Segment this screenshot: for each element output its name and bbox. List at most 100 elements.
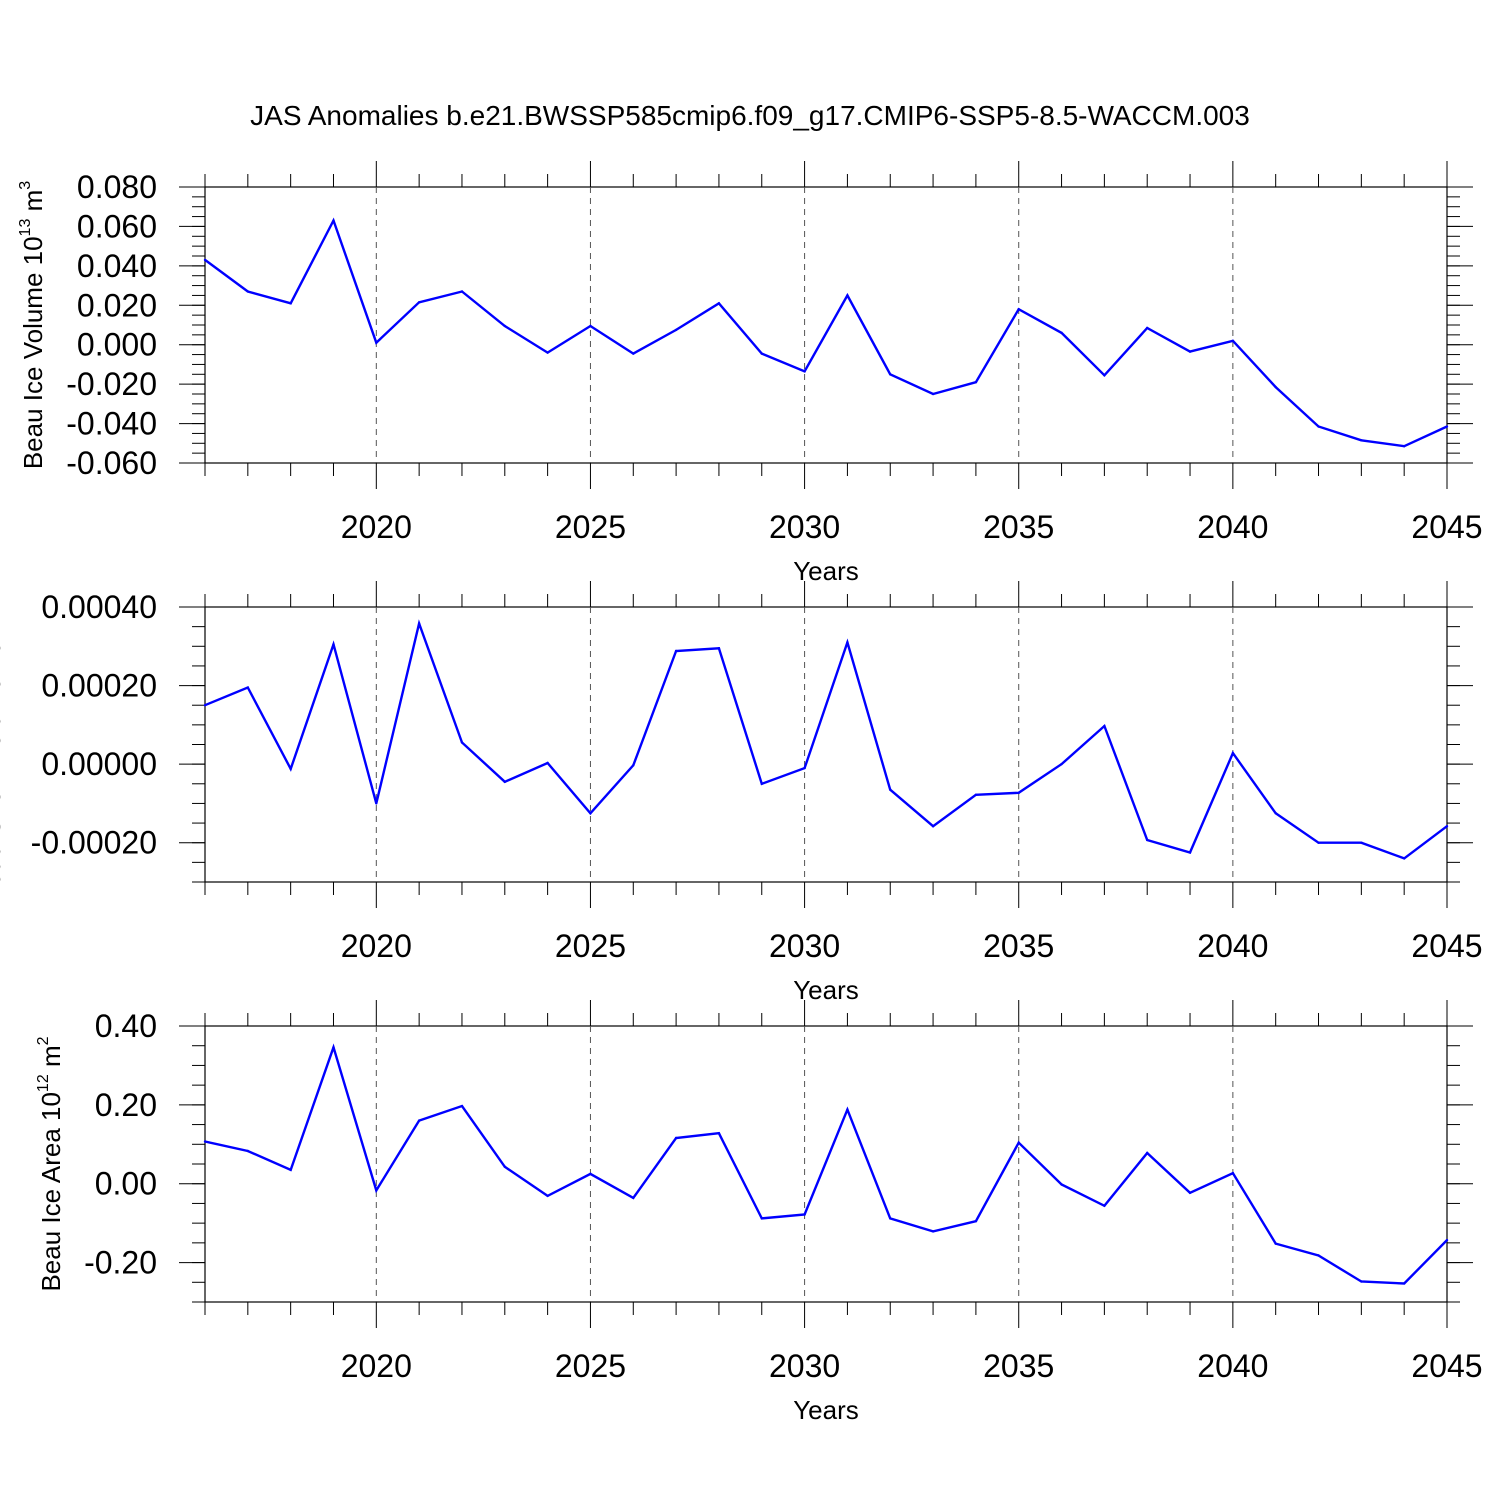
data-point [889, 1217, 892, 1220]
data-point [375, 802, 378, 805]
data-point [760, 352, 763, 355]
data-point [1060, 331, 1063, 335]
y-axis-title: Beau Snow Volume 1013 m3 [0, 585, 6, 904]
data-point [289, 302, 292, 305]
y-axis-title-unit-exponent: 3 [17, 181, 34, 190]
data-point [803, 1213, 806, 1216]
y-axis-title-text: Beau Ice Area 10 [36, 1092, 66, 1291]
data-point [1146, 1151, 1149, 1155]
data-point [1188, 1191, 1192, 1194]
data-point [1445, 1238, 1449, 1242]
x-tick-label: 2045 [1411, 1348, 1482, 1384]
plot-frame [204, 186, 1448, 464]
data-point [375, 341, 378, 344]
data-point [1274, 385, 1277, 389]
data-point [1231, 1171, 1235, 1175]
data-point [1274, 812, 1277, 815]
data-point [203, 704, 207, 707]
y-tick-label: -0.020 [66, 366, 157, 402]
data-point [803, 370, 806, 373]
x-tick-label: 2040 [1197, 509, 1268, 545]
series-line [204, 217, 1448, 448]
y-axis-title: Beau Ice Area 1012 m2 [35, 1036, 66, 1291]
y-axis-title-exponent: 13 [17, 219, 34, 237]
data-point [760, 1217, 763, 1220]
data-point [332, 643, 335, 646]
data-point [1103, 1204, 1106, 1207]
series-line [204, 1043, 1448, 1285]
x-tick-label: 2030 [769, 928, 840, 964]
x-axis-title: Years [793, 975, 859, 1005]
y-tick-label: 0.060 [77, 208, 157, 244]
data-point [674, 328, 678, 332]
data-point [1360, 439, 1363, 442]
y-tick-label: -0.00020 [31, 825, 157, 861]
data-point [460, 290, 464, 293]
data-point [246, 1149, 250, 1153]
x-tick-label: 2045 [1411, 928, 1482, 964]
y-axis-title-exponent: 12 [35, 1074, 52, 1092]
data-point [417, 1119, 421, 1122]
data-point [375, 1189, 378, 1192]
x-tick-label: 2020 [341, 1348, 412, 1384]
x-tick-label: 2040 [1197, 1348, 1268, 1384]
x-tick-label: 2035 [983, 509, 1054, 545]
y-axis-title-unit: m [0, 594, 6, 623]
panel-ice-volume: 2020 2025 2030 2035 2040 2045 Years -0.060-0.04… [17, 161, 1483, 586]
data-point [1060, 762, 1063, 766]
data-point [546, 1194, 549, 1198]
y-axis-title-text: Beau Snow Volume 10 [0, 641, 6, 904]
data-point [1274, 1242, 1277, 1245]
y-axis-title-unit-exponent: 2 [35, 1036, 52, 1045]
x-tick-label: 2025 [555, 928, 626, 964]
y-tick-label: 0.00040 [41, 589, 157, 625]
y-tick-label: 0.040 [77, 248, 157, 284]
x-tick-label: 2045 [1411, 509, 1482, 545]
y-tick-label: 0.000 [77, 327, 157, 363]
series-line [204, 619, 1448, 860]
panel-ice-area: 2020 2025 2030 2035 2040 2045 Years -0.20 0.00 0.… [35, 1000, 1483, 1425]
y-tick-label: -0.20 [84, 1245, 157, 1281]
data-point [589, 1172, 592, 1176]
data-point [1017, 1141, 1020, 1144]
data-point [931, 825, 935, 828]
data-point [460, 1104, 464, 1108]
data-point [1317, 841, 1320, 844]
x-tick-label: 2020 [341, 509, 412, 545]
data-point [717, 1132, 721, 1135]
y-axis-title-unit: m [18, 190, 48, 219]
data-point [717, 302, 721, 305]
data-point [1017, 308, 1020, 311]
x-axis-title: Years [793, 1395, 859, 1425]
data-point [546, 351, 549, 354]
data-point [1103, 374, 1106, 377]
data-point [460, 741, 464, 744]
data-point [846, 641, 849, 644]
data-point [931, 392, 935, 396]
data-point [417, 301, 421, 304]
data-point [674, 649, 678, 653]
x-tick-label: 2040 [1197, 928, 1268, 964]
data-point [589, 324, 592, 328]
x-tick-label: 2025 [555, 509, 626, 545]
data-point [1445, 825, 1449, 828]
data-point [1231, 339, 1235, 342]
data-point [632, 1196, 635, 1200]
data-point [1360, 841, 1363, 844]
data-point [503, 324, 506, 328]
data-point [674, 1136, 678, 1140]
data-point [632, 764, 635, 767]
data-point [632, 352, 635, 355]
y-tick-label: 0.020 [77, 287, 157, 323]
y-tick-label: 0.20 [95, 1087, 157, 1123]
x-tick-label: 2020 [341, 928, 412, 964]
data-point [203, 258, 207, 262]
data-point [1017, 791, 1020, 795]
data-point [1103, 724, 1106, 728]
data-point [1146, 838, 1149, 842]
x-tick-label: 2035 [983, 1348, 1054, 1384]
data-point [931, 1230, 935, 1233]
data-point [503, 1165, 506, 1168]
data-point [1360, 1280, 1363, 1283]
data-point [1402, 1282, 1406, 1285]
